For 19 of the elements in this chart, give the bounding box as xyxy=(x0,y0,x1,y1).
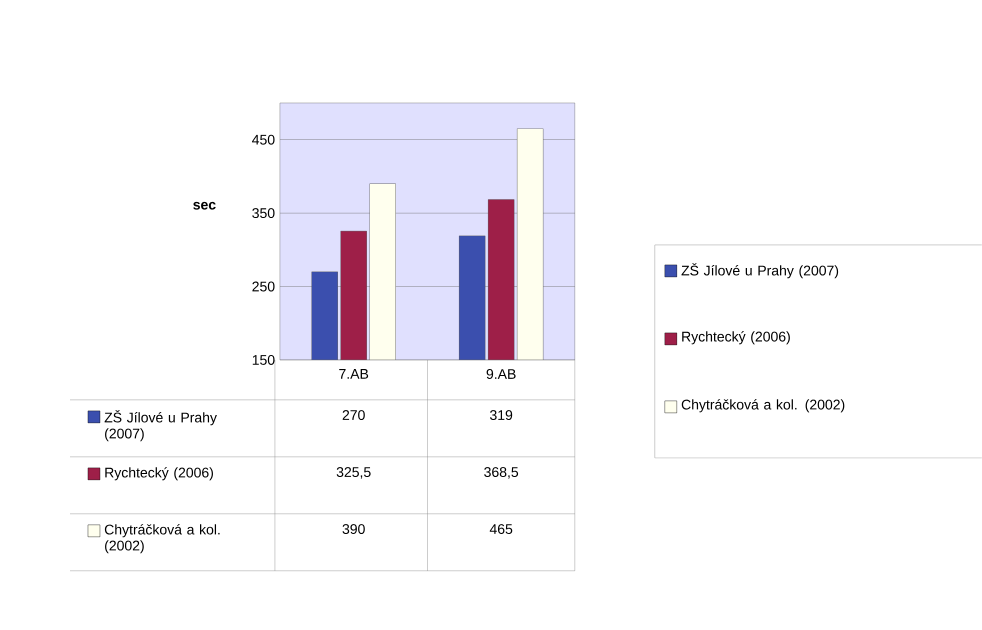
data-label: 319 xyxy=(490,410,512,420)
y-tick-label: 450 xyxy=(252,134,275,145)
data-label: 270 xyxy=(342,410,365,420)
y-axis-title: sec xyxy=(193,202,216,210)
legend-label: Rychtecký (2006) xyxy=(105,467,213,480)
y-tick-label: 250 xyxy=(252,282,275,292)
data-label: 390 xyxy=(342,524,365,534)
y-tick-label: 150 xyxy=(252,355,275,365)
x-tick-label: 7.AB xyxy=(339,369,368,379)
text: Chytráčková a kol. (2002) xyxy=(104,524,220,554)
legend-label: Chytráčková a kol. (2002) xyxy=(682,399,844,412)
text: Rychtecký (2006) xyxy=(682,331,790,344)
y-tick-label: 350 xyxy=(252,208,275,218)
data-label: 325,5 xyxy=(336,467,371,479)
x-tick-label: 9.AB xyxy=(486,369,516,380)
data-label: 465 xyxy=(490,524,512,534)
data-label: 368,5 xyxy=(484,467,518,479)
legend-label: ZŠ Jílové u Prahy (2007) xyxy=(104,410,217,442)
text: ZŠ Jílové u Prahy (2007) xyxy=(682,263,838,278)
